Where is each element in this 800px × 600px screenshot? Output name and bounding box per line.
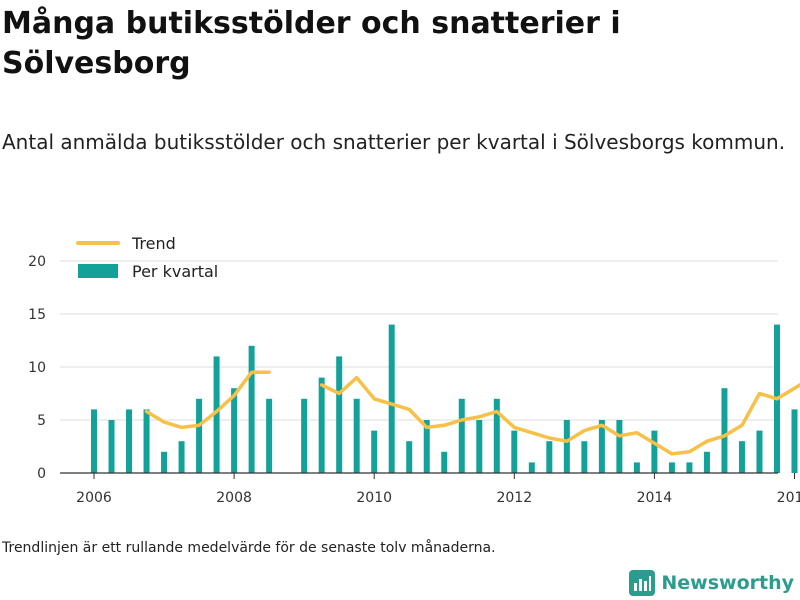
legend: Trend Per kvartal xyxy=(76,234,218,281)
bar-per-kvartal xyxy=(598,420,605,473)
bar-per-kvartal xyxy=(371,430,378,473)
bar-per-kvartal xyxy=(493,398,500,473)
x-tick-label: 2014 xyxy=(637,490,673,506)
grid-layer xyxy=(60,260,778,421)
bars-layer xyxy=(91,324,798,473)
bar-per-kvartal xyxy=(353,398,360,473)
bar-per-kvartal xyxy=(441,451,448,473)
bar-per-kvartal xyxy=(318,377,325,473)
bar-per-kvartal xyxy=(721,388,728,473)
bar-per-kvartal xyxy=(301,398,308,473)
x-tick-label: 2010 xyxy=(356,490,392,506)
bar-per-kvartal xyxy=(248,345,255,473)
bar-per-kvartal xyxy=(178,441,185,473)
x-tick-label: 2008 xyxy=(216,490,252,506)
bar-per-kvartal xyxy=(458,398,465,473)
bar-per-kvartal xyxy=(511,430,518,473)
legend-trend-label: Trend xyxy=(131,234,176,253)
bar-per-kvartal xyxy=(703,451,710,473)
bar-per-kvartal xyxy=(738,441,745,473)
bar-per-kvartal xyxy=(651,430,658,473)
chart: 0510152020062008201020122014201620182020… xyxy=(28,234,800,506)
bar-per-kvartal xyxy=(161,451,168,473)
bar-per-kvartal xyxy=(91,409,97,473)
legend-bar-swatch xyxy=(78,264,118,278)
newsworthy-logo-icon xyxy=(629,570,656,596)
bar-per-kvartal xyxy=(791,409,798,473)
y-tick-label: 10 xyxy=(28,360,46,376)
x-tick-label: 2016 xyxy=(777,490,800,506)
bar-per-kvartal xyxy=(336,356,343,473)
bar-per-kvartal xyxy=(633,462,640,473)
trend-line xyxy=(144,370,271,430)
footnote: Trendlinjen är ett rullande medelvärde f… xyxy=(2,540,496,556)
newsworthy-logo: Newsworthy xyxy=(629,568,794,598)
bar-per-kvartal xyxy=(616,420,623,473)
chart-title: Många butiksstölder och snatterier i Söl… xyxy=(2,6,621,81)
bar-per-kvartal xyxy=(563,420,570,473)
y-tick-label: 20 xyxy=(28,254,46,270)
bar-per-kvartal xyxy=(266,398,273,473)
trend-layer xyxy=(144,370,800,456)
bar-per-kvartal xyxy=(231,388,238,473)
axis-layer: 0510152020062008201020122014201620182020… xyxy=(28,254,800,506)
bar-per-kvartal xyxy=(476,420,483,473)
chart-subtitle: Antal anmälda butiksstölder och snatteri… xyxy=(2,130,786,154)
bar-per-kvartal xyxy=(686,462,693,473)
trend-line xyxy=(319,375,800,456)
legend-bar-label: Per kvartal xyxy=(132,262,218,281)
y-tick-label: 15 xyxy=(28,307,46,323)
y-tick-label: 5 xyxy=(37,413,46,429)
y-tick-label: 0 xyxy=(37,466,46,482)
bar-per-kvartal xyxy=(423,420,430,473)
bar-per-kvartal xyxy=(581,441,588,473)
newsworthy-logo-text: Newsworthy xyxy=(661,572,794,594)
bar-per-kvartal xyxy=(546,441,553,473)
bar-per-kvartal xyxy=(756,430,763,473)
bar-per-kvartal xyxy=(528,462,535,473)
bar-per-kvartal xyxy=(388,324,395,473)
bar-per-kvartal xyxy=(108,420,115,473)
bar-per-kvartal xyxy=(143,409,150,473)
bar-per-kvartal xyxy=(668,462,675,473)
x-tick-label: 2006 xyxy=(76,490,112,506)
bar-per-kvartal xyxy=(196,398,203,473)
bar-per-kvartal xyxy=(126,409,133,473)
x-tick-label: 2012 xyxy=(496,490,532,506)
bar-per-kvartal xyxy=(213,356,220,473)
bar-per-kvartal xyxy=(406,441,413,473)
